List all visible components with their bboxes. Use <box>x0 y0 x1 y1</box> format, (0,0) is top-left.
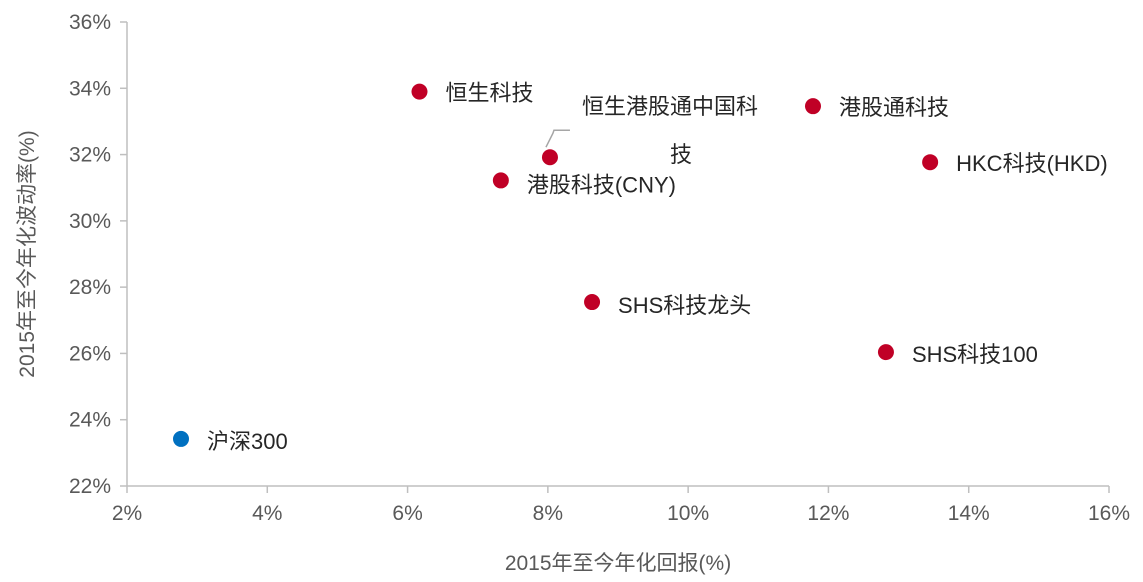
y-tick-label: 26% <box>69 342 111 365</box>
x-tick-label: 16% <box>1088 502 1130 525</box>
point-label: 恒生港股通中国科 <box>582 94 758 119</box>
data-point <box>804 98 821 115</box>
data-point <box>584 294 601 311</box>
data-point <box>877 344 894 361</box>
point-label: 港股科技(CNY) <box>527 172 676 197</box>
data-point <box>541 149 558 166</box>
point-label: SHS科技100 <box>912 342 1038 367</box>
y-tick-label: 34% <box>69 77 111 100</box>
x-tick-label: 4% <box>252 502 282 525</box>
y-tick-label: 28% <box>69 276 111 299</box>
x-tick-label: 2% <box>112 502 142 525</box>
data-point <box>173 430 190 447</box>
point-label: 恒生科技 <box>445 81 533 106</box>
point-label: SHS科技龙头 <box>618 293 751 318</box>
data-point <box>922 154 939 171</box>
x-tick-label: 12% <box>807 502 849 525</box>
x-tick-label: 10% <box>667 502 709 525</box>
axes: 22% 24% 26% 28% 30% 32% 34% 36% 2% 4% 6% 8% 10% 12% 14… <box>69 11 1130 525</box>
x-tick-label: 6% <box>392 502 422 525</box>
data-point <box>492 172 509 189</box>
y-tick-label: 24% <box>69 409 111 432</box>
y-tick-label: 36% <box>69 11 111 34</box>
data-point <box>411 83 428 100</box>
y-tick-label: 30% <box>69 210 111 233</box>
x-tick-label: 14% <box>948 502 990 525</box>
x-axis-title: 2015年至今年化回报(%) <box>505 552 731 575</box>
x-tick-label: 8% <box>533 502 563 525</box>
label-leader-line <box>545 129 570 148</box>
point-label: 沪深300 <box>207 429 288 454</box>
point-label: 港股通科技 <box>839 95 949 120</box>
data-points <box>173 83 939 447</box>
y-tick-label: 22% <box>69 475 111 498</box>
point-label: HKC科技(HKD) <box>956 151 1108 176</box>
y-tick-label: 32% <box>69 144 111 167</box>
point-label: 技 <box>670 142 692 167</box>
y-axis-title: 2015年至今年化波动率(%) <box>16 130 39 377</box>
